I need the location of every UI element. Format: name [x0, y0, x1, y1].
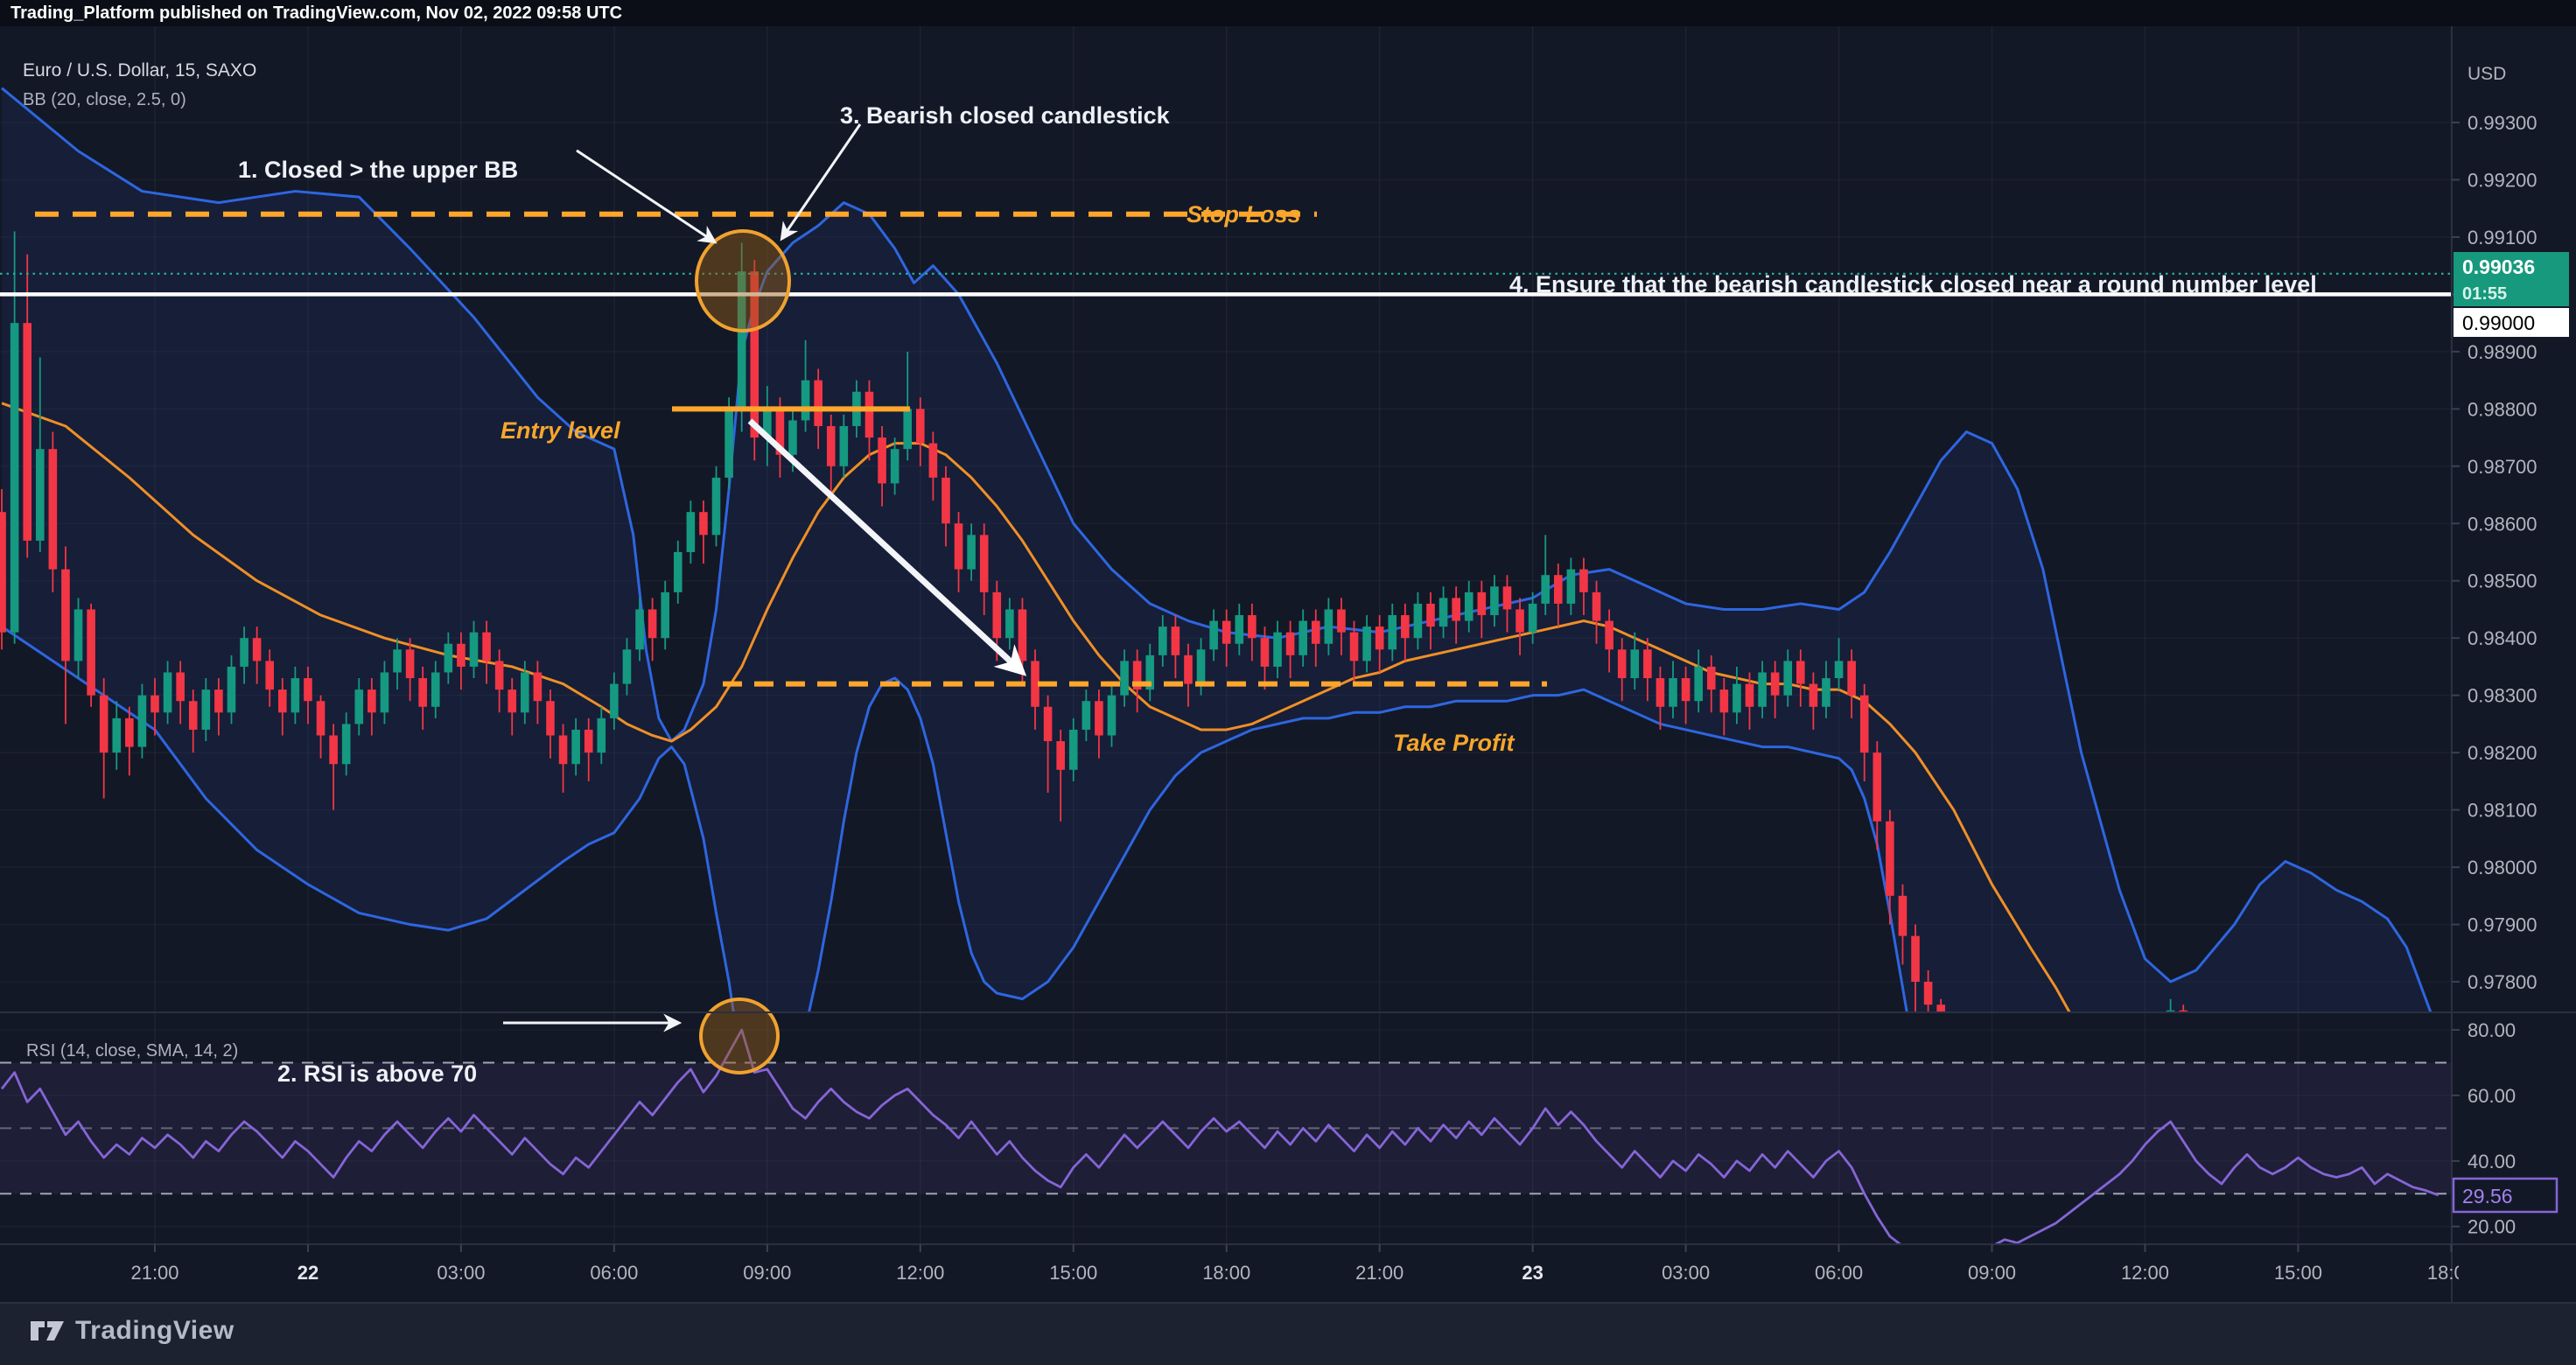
svg-text:18:00: 18:00 [2427, 1262, 2475, 1284]
svg-text:0.98500: 0.98500 [2468, 570, 2538, 592]
svg-text:80.00: 80.00 [2468, 1019, 2516, 1041]
rsi-line [0, 1028, 2440, 1244]
time-axis[interactable]: 21:00 22 03:00 06:00 09:00 12:00 15:00 18:00 21:… [130, 1244, 2474, 1284]
svg-text:40.00: 40.00 [2468, 1151, 2516, 1172]
svg-text:06:00: 06:00 [1815, 1262, 1863, 1284]
svg-text:06:00: 06:00 [590, 1262, 638, 1284]
svg-text:09:00: 09:00 [743, 1262, 791, 1284]
svg-text:23: 23 [1522, 1262, 1543, 1284]
svg-text:0.98100: 0.98100 [2468, 800, 2538, 822]
arrow-step1 [576, 149, 718, 244]
tradingview-mark-icon [31, 1321, 64, 1340]
price-chart-canvas[interactable]: USD 0.99300 0.99200 0.99100 0.99000 0.98900 0.… [0, 26, 2576, 1304]
svg-text:15:00: 15:00 [2274, 1262, 2322, 1284]
price-axis[interactable]: USD 0.99300 0.99200 0.99100 0.99000 0.98900 0.… [2452, 64, 2569, 1238]
svg-text:60.00: 60.00 [2468, 1085, 2516, 1107]
svg-text:12:00: 12:00 [2121, 1262, 2169, 1284]
footer-strip: TradingView [0, 1304, 2576, 1365]
svg-text:18:00: 18:00 [1202, 1262, 1250, 1284]
rsi-peak-circle[interactable] [699, 998, 780, 1074]
chart-area[interactable]: USD 0.99300 0.99200 0.99100 0.99000 0.98900 0.… [0, 26, 2576, 1304]
candlesticks [0, 231, 2188, 1012]
svg-text:0.98900: 0.98900 [2468, 341, 2538, 363]
svg-text:USD: USD [2468, 64, 2506, 84]
svg-text:0.98800: 0.98800 [2468, 398, 2538, 420]
svg-text:03:00: 03:00 [437, 1262, 485, 1284]
tradingview-logo[interactable]: TradingView [30, 1316, 234, 1346]
svg-text:0.97800: 0.97800 [2468, 971, 2538, 993]
svg-text:21:00: 21:00 [130, 1262, 178, 1284]
svg-text:20.00: 20.00 [2468, 1216, 2516, 1238]
svg-text:29.56: 29.56 [2462, 1185, 2513, 1208]
svg-text:21:00: 21:00 [1355, 1262, 1404, 1284]
rsi-pane [0, 1061, 2452, 1195]
svg-text:0.99000: 0.99000 [2462, 312, 2535, 334]
svg-text:0.98400: 0.98400 [2468, 627, 2538, 649]
pane-borders [0, 26, 2576, 1304]
svg-text:0.99200: 0.99200 [2468, 169, 2538, 191]
svg-text:01:55: 01:55 [2462, 284, 2507, 304]
current-price-badge [2454, 252, 2569, 306]
tradingview-logo-text: TradingView [75, 1316, 234, 1345]
svg-text:15:00: 15:00 [1049, 1262, 1097, 1284]
publish-bar: Trading_Platform published on TradingVie… [0, 0, 2576, 26]
svg-text:0.98200: 0.98200 [2468, 742, 2538, 764]
rsi-value-badge [2452, 1177, 2558, 1214]
publish-title: Trading_Platform published on TradingVie… [10, 4, 623, 23]
svg-text:22: 22 [298, 1262, 318, 1284]
svg-text:0.97900: 0.97900 [2468, 914, 2538, 936]
svg-text:0.99300: 0.99300 [2468, 112, 2538, 134]
svg-text:09:00: 09:00 [1968, 1262, 2016, 1284]
svg-text:0.98700: 0.98700 [2468, 456, 2538, 478]
svg-text:12:00: 12:00 [896, 1262, 944, 1284]
svg-text:0.98300: 0.98300 [2468, 685, 2538, 707]
bb-breakout-circle[interactable] [695, 229, 791, 332]
svg-text:0.98000: 0.98000 [2468, 857, 2538, 878]
grid [0, 26, 2453, 1244]
svg-text:0.98600: 0.98600 [2468, 513, 2538, 535]
svg-text:0.99100: 0.99100 [2468, 227, 2538, 248]
arrow-entry-to-tp [747, 418, 1027, 676]
drawing-tools[interactable] [0, 211, 2452, 687]
svg-text:03:00: 03:00 [1662, 1262, 1710, 1284]
svg-text:0.99036: 0.99036 [2462, 256, 2535, 278]
round-number-badge [2454, 308, 2569, 337]
arrow-step3 [780, 123, 862, 242]
